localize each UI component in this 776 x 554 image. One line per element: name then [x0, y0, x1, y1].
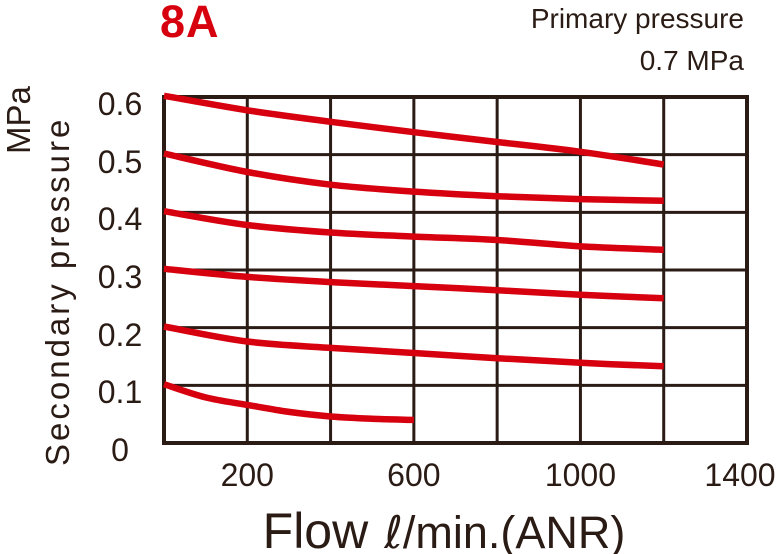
x-tick-label: 1400 [704, 457, 776, 493]
curve-0.6 [163, 92, 665, 168]
primary-pressure-annotation: Primary pressure 0.7 MPa [531, 0, 744, 82]
y-tick-label: 0.4 [97, 201, 143, 238]
y-tick-label: 0.6 [97, 86, 143, 122]
y-tick-label: 0.2 [97, 316, 143, 353]
x-axis-title: Flow ℓ/min.(ANR) [164, 502, 724, 554]
primary-pressure-label: Primary pressure [530, 3, 744, 34]
curve-0.3 [163, 265, 664, 302]
x-tick-label: 1000 [544, 457, 617, 493]
curve-0.5 [163, 150, 664, 205]
y-tick-label: 0.1 [97, 374, 143, 411]
x-tick-label: 600 [387, 457, 441, 493]
x-tick-label: 200 [220, 457, 274, 493]
chart-title-model: 8A [160, 0, 220, 47]
y-axis-unit: MPa [0, 86, 37, 154]
y-tick-label: 0.5 [97, 143, 143, 180]
curve-0.1 [162, 381, 414, 424]
x-axis-title-unit-symbol: ℓ [384, 506, 403, 554]
y-tick-label: 0 [111, 432, 129, 468]
primary-pressure-value: 0.7 MPa [639, 45, 744, 76]
x-axis-title-unit-rest: /min.(ANR) [402, 507, 626, 554]
curve-0.2 [163, 323, 664, 370]
x-axis-title-word: Flow [262, 503, 369, 554]
curve-0.4 [163, 207, 664, 254]
y-tick-label: 0.3 [97, 259, 143, 295]
